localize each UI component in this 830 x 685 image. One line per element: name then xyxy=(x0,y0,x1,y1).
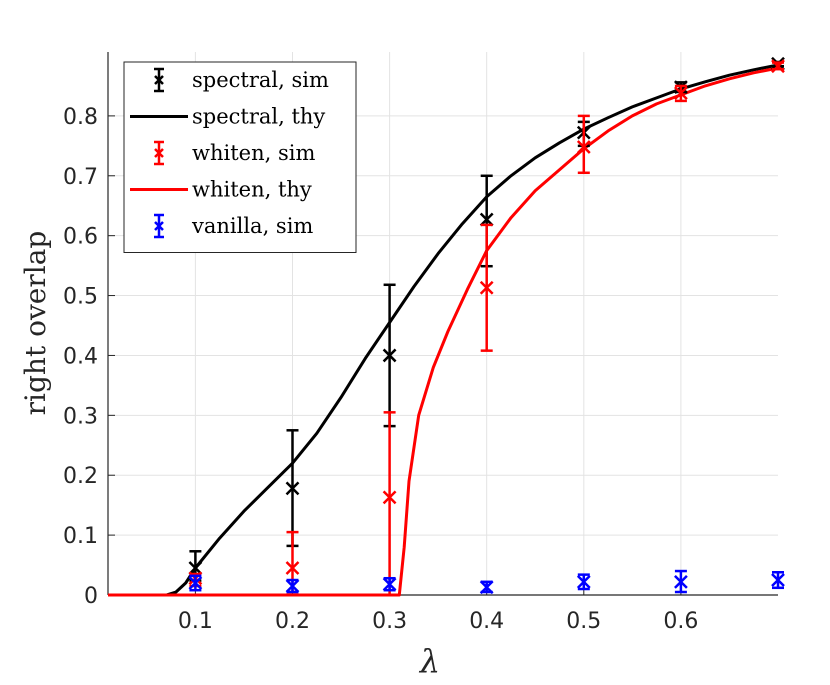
legend-label: whiten, sim xyxy=(192,141,315,165)
x-tick-label: 0.3 xyxy=(372,609,407,634)
legend: spectral, sim spectral, thy whiten, sim whi… xyxy=(123,61,357,253)
data-point-marker xyxy=(188,576,203,590)
y-tick-label: 0.5 xyxy=(63,285,98,310)
data-point-marker xyxy=(285,481,300,496)
y-tick-label: 0.6 xyxy=(63,225,98,250)
x-tick-label: 0.2 xyxy=(275,609,310,634)
data-point-marker xyxy=(771,59,785,74)
legend-label: spectral, thy xyxy=(192,105,325,129)
legend-marker-swatch xyxy=(154,75,164,85)
data-point-marker xyxy=(479,280,494,295)
x-axis-label: λ xyxy=(418,642,440,680)
data-point-marker xyxy=(674,574,688,589)
legend-label: vanilla, sim xyxy=(191,214,313,238)
data-point-marker xyxy=(576,574,591,589)
data-point-marker xyxy=(188,561,203,575)
x-tick-label: 0.6 xyxy=(663,609,698,634)
data-point-marker xyxy=(479,212,494,227)
data-point-marker xyxy=(382,348,397,363)
legend-marker-swatch xyxy=(154,148,164,158)
ticks: 0.1 0.2 0.3 0.4 0.5 0.6 0 0.1 0.2 0.3 0.4 0.5 0.6 0.7… xyxy=(63,105,698,634)
legend-marker-swatch xyxy=(154,221,164,231)
series-layer xyxy=(108,56,785,597)
y-tick-label: 0.7 xyxy=(63,165,98,190)
data-point-marker xyxy=(382,577,397,592)
series-line xyxy=(108,63,779,597)
data-point-marker xyxy=(576,140,591,154)
x-tick-label: 0.4 xyxy=(469,609,504,634)
x-tick-label: 0.5 xyxy=(566,609,601,634)
y-axis-label: right overlap xyxy=(19,231,52,416)
legend-label: spectral, sim xyxy=(192,68,329,92)
legend-label: whiten, thy xyxy=(192,178,312,202)
data-point-marker xyxy=(479,580,494,595)
data-point-marker xyxy=(382,490,397,505)
x-tick-label: 0.1 xyxy=(178,609,213,634)
y-tick-label: 0.8 xyxy=(63,105,98,130)
y-tick-label: 0.2 xyxy=(63,464,98,489)
data-point-marker xyxy=(771,573,785,587)
grid xyxy=(108,52,778,596)
y-tick-label: 0.4 xyxy=(63,344,98,369)
data-point-marker xyxy=(285,579,300,593)
y-tick-label: 0.3 xyxy=(63,404,98,429)
data-point-marker xyxy=(285,561,300,575)
y-tick-label: 0 xyxy=(84,584,98,609)
series-line xyxy=(108,66,779,597)
data-point-marker xyxy=(674,86,688,101)
y-tick-label: 0.1 xyxy=(63,524,98,549)
